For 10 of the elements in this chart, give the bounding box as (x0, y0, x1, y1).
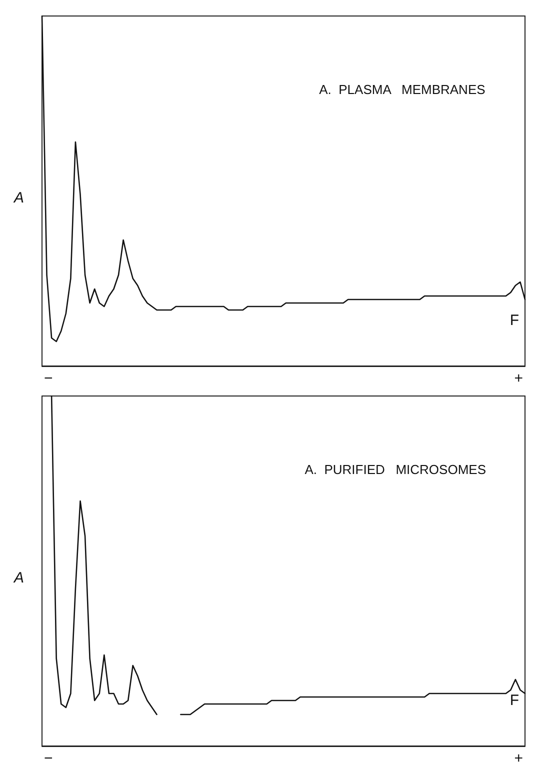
text: − (44, 750, 53, 767)
text: + (514, 370, 524, 387)
text: A. PURIFIED MICROSOMES (304, 462, 486, 477)
annotation: F (510, 312, 520, 329)
annotation: F (510, 692, 520, 709)
text: A. PLASMA MEMBRANES (319, 82, 486, 97)
y-axis-title: A (13, 190, 24, 206)
text: − (44, 370, 53, 387)
text: + (514, 750, 524, 767)
y-axis-title: A (13, 570, 24, 586)
